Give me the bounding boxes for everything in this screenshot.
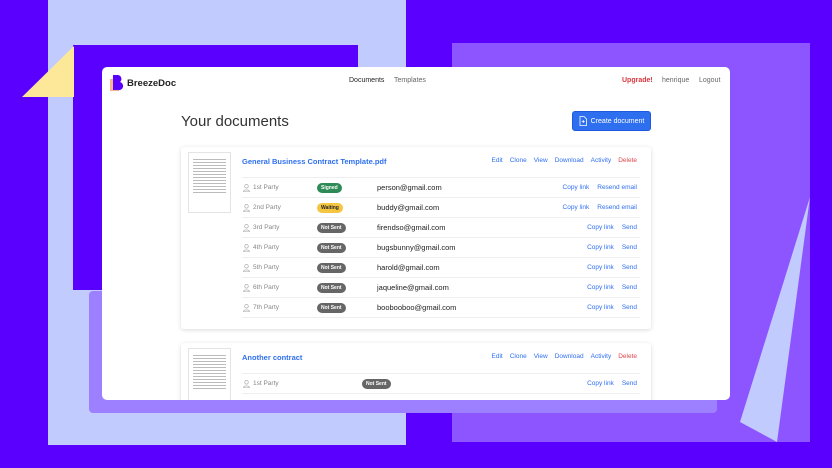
party-name: 5th Party — [253, 264, 280, 271]
copy-link[interactable]: Copy link — [587, 244, 614, 251]
send-link[interactable]: Send — [621, 264, 637, 271]
nav-documents[interactable]: Documents — [349, 77, 385, 84]
document-card: General Business Contract Template.pdf Ed… — [181, 147, 651, 329]
status-badge: Not Sent — [317, 282, 346, 293]
app-name: BreezeDoc — [127, 77, 177, 89]
status-badge: Not Sent — [317, 302, 346, 313]
party-name: 1st Party — [253, 380, 279, 387]
party-name: 4th Party — [253, 244, 280, 251]
copy-link[interactable]: Copy link — [587, 224, 614, 231]
party-email: boobooboo@gmail.com — [377, 303, 457, 312]
action-activity[interactable]: Activity — [590, 157, 612, 164]
party-name: 2nd Party — [253, 204, 281, 211]
party-row: 1st Party Signed person@gmail.com Copy l… — [242, 178, 640, 198]
document-name[interactable]: General Business Contract Template.pdf — [242, 157, 387, 166]
document-thumbnail[interactable] — [188, 348, 231, 400]
party-email: firendso@gmail.com — [377, 223, 446, 232]
send-link[interactable]: Send — [621, 244, 637, 251]
user-icon — [243, 203, 250, 212]
breezedoc-logo-icon — [110, 75, 124, 91]
party-email: buddy@gmail.com — [377, 203, 440, 212]
nav-user[interactable]: henrique — [662, 77, 690, 84]
party-row: 4th Party Not Sent bugsbunny@gmail.com C… — [242, 238, 640, 258]
party-row: 2nd Party Waiting buddy@gmail.com Copy l… — [242, 198, 640, 218]
action-clone[interactable]: Clone — [509, 157, 527, 164]
copy-link[interactable]: Copy link — [587, 304, 614, 311]
party-row: 7th Party Not Sent boobooboo@gmail.com C… — [242, 298, 640, 318]
party-email: person@gmail.com — [377, 183, 442, 192]
document-name[interactable]: Another contract — [242, 353, 303, 362]
page-title: Your documents — [181, 113, 289, 130]
nav-templates[interactable]: Templates — [394, 77, 426, 84]
copy-link[interactable]: Copy link — [587, 380, 614, 387]
party-email: jaqueline@gmail.com — [377, 283, 449, 292]
action-delete[interactable]: Delete — [618, 157, 637, 164]
document-thumbnail[interactable] — [188, 152, 231, 213]
file-plus-icon — [579, 116, 587, 126]
party-row: 6th Party Not Sent jaqueline@gmail.com C… — [242, 278, 640, 298]
party-email: harold@gmail.com — [377, 263, 440, 272]
send-link[interactable]: Resend email — [597, 184, 637, 191]
status-badge: Not Sent — [317, 262, 346, 273]
nav-upgrade[interactable]: Upgrade! — [622, 77, 653, 84]
status-badge: Signed — [317, 182, 342, 193]
user-icon — [243, 263, 250, 272]
status-badge: Not Sent — [362, 378, 391, 389]
user-icon — [243, 283, 250, 292]
create-document-label: Create document — [590, 117, 645, 125]
user-icon — [243, 303, 250, 312]
user-icon — [243, 223, 250, 232]
action-edit[interactable]: Edit — [491, 353, 503, 360]
action-download[interactable]: Download — [554, 157, 584, 164]
action-clone[interactable]: Clone — [509, 353, 527, 360]
party-row: 5th Party Not Sent harold@gmail.com Copy… — [242, 258, 640, 278]
nav-logout[interactable]: Logout — [699, 77, 721, 84]
send-link[interactable]: Resend email — [597, 204, 637, 211]
action-download[interactable]: Download — [554, 353, 584, 360]
party-name: 6th Party — [253, 284, 280, 291]
user-icon — [243, 379, 250, 388]
party-name: 3rd Party — [253, 224, 280, 231]
logo[interactable]: BreezeDoc — [110, 75, 176, 91]
party-name: 7th Party — [253, 304, 280, 311]
status-badge: Waiting — [317, 202, 343, 213]
send-link[interactable]: Send — [621, 284, 637, 291]
copy-link[interactable]: Copy link — [587, 264, 614, 271]
action-edit[interactable]: Edit — [491, 157, 503, 164]
user-icon — [243, 183, 250, 192]
send-link[interactable]: Send — [621, 304, 637, 311]
action-delete[interactable]: Delete — [618, 353, 637, 360]
party-row: 1st Party Not Sent Copy link Send — [242, 374, 640, 394]
send-link[interactable]: Send — [621, 224, 637, 231]
copy-link[interactable]: Copy link — [562, 204, 590, 211]
status-badge: Not Sent — [317, 242, 346, 253]
document-card: Another contract Edit Clone View Download Act… — [181, 343, 651, 400]
copy-link[interactable]: Copy link — [587, 284, 614, 291]
action-view[interactable]: View — [533, 157, 548, 164]
action-view[interactable]: View — [533, 353, 548, 360]
party-email: bugsbunny@gmail.com — [377, 243, 456, 252]
action-activity[interactable]: Activity — [590, 353, 612, 360]
send-link[interactable]: Send — [621, 380, 637, 387]
party-row: 3rd Party Not Sent firendso@gmail.com Co… — [242, 218, 640, 238]
status-badge: Not Sent — [317, 222, 346, 233]
user-icon — [243, 243, 250, 252]
copy-link[interactable]: Copy link — [562, 184, 590, 191]
create-document-button[interactable]: Create document — [572, 111, 651, 131]
party-name: 1st Party — [253, 184, 279, 191]
app-window: BreezeDoc Documents Templates Upgrade! h… — [102, 67, 730, 400]
